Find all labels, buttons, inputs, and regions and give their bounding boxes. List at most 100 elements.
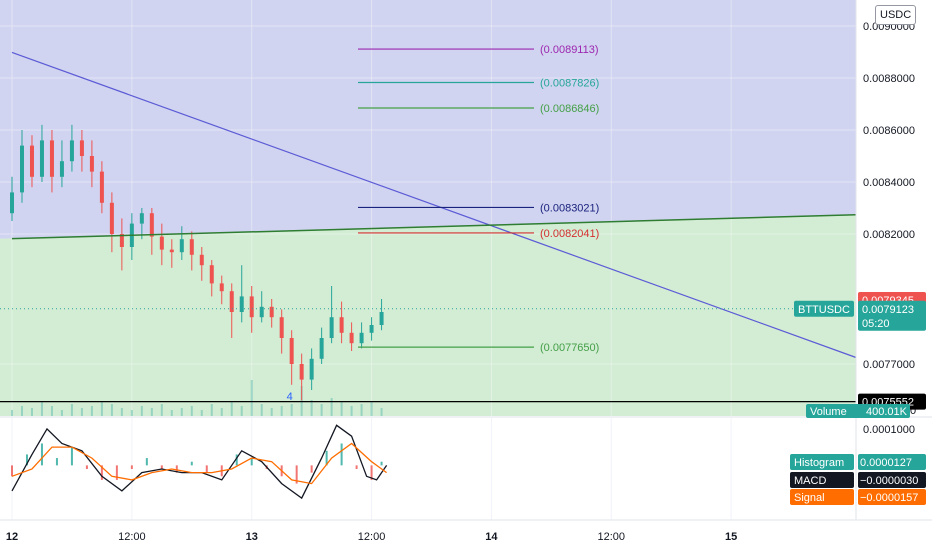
volume-bar <box>100 402 103 416</box>
time-tick-label: 12 <box>6 531 18 543</box>
volume-bar <box>80 408 83 416</box>
candle <box>349 332 354 344</box>
volume-bar <box>380 408 383 416</box>
candle <box>179 239 184 253</box>
histogram-bar <box>55 458 58 466</box>
histogram-value: 0.0000127 <box>860 457 912 469</box>
signal-name-bg <box>790 489 854 505</box>
price-tick-label: 0.0084000 <box>863 177 915 189</box>
current-price-badge-bg <box>858 300 926 331</box>
candle <box>159 236 164 250</box>
candle <box>10 192 14 214</box>
candle <box>369 325 374 333</box>
time-tick-label: 12:00 <box>598 531 626 543</box>
trendline-down[interactable] <box>11 51 857 359</box>
trendline-up[interactable] <box>11 214 857 240</box>
candle <box>119 234 124 247</box>
candle <box>359 332 364 344</box>
macd-name: MACD <box>794 475 826 487</box>
histogram-bar <box>70 447 73 466</box>
candle <box>169 249 174 253</box>
histogram-bar <box>235 454 238 466</box>
candle <box>149 213 154 237</box>
histogram-bar <box>325 450 328 466</box>
histogram-name-bg <box>790 454 854 470</box>
volume-bar <box>110 404 113 416</box>
time-tick-label: 13 <box>246 531 258 543</box>
candle <box>39 140 44 177</box>
candle <box>139 213 144 224</box>
histogram-bar <box>370 465 373 480</box>
volume-bar <box>60 410 63 416</box>
candle <box>109 202 114 234</box>
price-tick-label: 0.0088000 <box>863 73 915 85</box>
histogram-name: Histogram <box>794 457 844 469</box>
signal-name: Signal <box>794 492 825 504</box>
time-tick-label: 14 <box>485 531 498 543</box>
volume-bar <box>160 404 163 416</box>
price-tick-label: 0.0082000 <box>863 229 915 241</box>
volume-bar <box>70 404 73 416</box>
histogram-bar <box>145 458 148 466</box>
candle <box>189 239 194 255</box>
candle <box>229 291 234 312</box>
histogram-bar <box>190 461 193 466</box>
price-tick-label: 0.0086000 <box>863 125 915 137</box>
time-tick-label: 12:00 <box>358 531 386 543</box>
volume-bar <box>370 402 373 416</box>
volume-bar <box>140 406 143 416</box>
candle <box>319 338 324 359</box>
histogram-bar <box>130 465 133 469</box>
candle <box>269 306 274 318</box>
candle <box>69 140 74 162</box>
event-marker: 4 <box>287 391 293 403</box>
candle <box>19 145 24 193</box>
candle <box>239 296 244 312</box>
candle <box>289 338 294 364</box>
histogram-bar <box>11 465 13 477</box>
currency-badge[interactable]: USDC <box>875 5 917 25</box>
histogram-bar <box>160 465 163 469</box>
volume-bar <box>120 408 123 416</box>
level-label: (0.0083021) <box>540 202 599 214</box>
volume-bar <box>290 404 293 416</box>
macd-name-bg <box>790 472 854 488</box>
histogram-bar <box>100 465 103 480</box>
level-label: (0.0082041) <box>540 228 599 240</box>
candle <box>329 317 334 338</box>
histogram-bar <box>310 465 313 473</box>
candle <box>89 156 94 172</box>
volume-bar <box>350 406 353 416</box>
volume-bar <box>230 402 233 416</box>
macd-value: −0.0000030 <box>860 475 918 487</box>
candle <box>379 312 384 325</box>
histogram-bar <box>340 443 343 466</box>
candle <box>59 161 64 177</box>
volume-bar <box>340 402 343 416</box>
signal-value-bg <box>858 489 926 505</box>
candle <box>29 145 34 177</box>
volume-bar <box>200 410 203 416</box>
histogram-bar <box>40 443 43 466</box>
level-label: (0.0077650) <box>540 342 599 354</box>
candle <box>99 171 104 203</box>
candle <box>299 364 304 380</box>
macd-value-bg <box>858 472 926 488</box>
candle <box>279 317 284 338</box>
price-tick-label: 0.0077000 <box>863 359 915 371</box>
histogram-bar <box>380 461 383 466</box>
volume-bar <box>270 408 273 416</box>
volume-bar <box>310 400 313 416</box>
signal-value: −0.0000157 <box>860 492 918 504</box>
histogram-bar <box>355 465 358 469</box>
candle <box>79 140 84 156</box>
candle <box>259 306 264 318</box>
volume-value: 400.01K <box>866 406 908 418</box>
histogram-bar <box>205 465 208 473</box>
volume-bar <box>170 410 173 416</box>
histogram-bar <box>175 465 178 473</box>
volume-bar <box>220 408 223 416</box>
symbol-badge-bg <box>794 300 854 317</box>
